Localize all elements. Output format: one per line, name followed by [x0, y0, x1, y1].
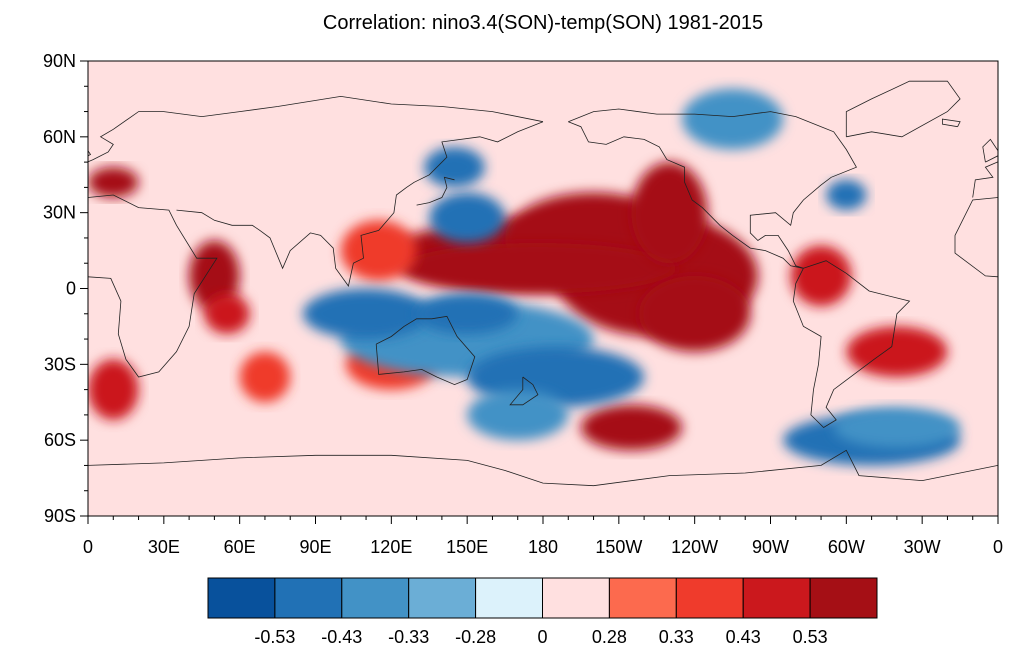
colorbar-swatch [341, 577, 410, 619]
coastline [88, 449, 998, 487]
correlation-region [580, 404, 683, 451]
colorbar-swatch [742, 577, 811, 619]
colorbar-swatch [207, 577, 276, 619]
correlation-region [826, 179, 867, 211]
lon-tick-label: 30W [904, 537, 941, 557]
longitude-axis: 0 30E 60E 90E 120E 150E 180 150W 120W 90W 60W 30W 0 [83, 516, 1003, 557]
lon-tick-label: 120W [671, 537, 718, 557]
colorbar-swatch [542, 577, 610, 619]
correlation-region [88, 359, 139, 420]
coastline [88, 95, 544, 163]
lon-tick-label: 120E [370, 537, 412, 557]
latitude-axis: 90N 60N 30N 0 30S 60S 90S [43, 51, 88, 526]
lon-tick-label: 150W [595, 537, 642, 557]
correlation-region [631, 162, 708, 264]
correlation-region [639, 275, 751, 352]
correlation-regions [88, 88, 961, 466]
correlation-region [429, 192, 506, 244]
lat-tick-label: 60N [43, 127, 76, 147]
lon-tick-label: 180 [528, 537, 558, 557]
coastline [792, 260, 911, 429]
lon-tick-label: 60E [224, 537, 256, 557]
lat-tick-label: 90S [44, 506, 76, 526]
correlation-region [682, 88, 784, 150]
colorbar-swatch [274, 577, 343, 619]
colorbar-label: -0.33 [388, 627, 429, 647]
coastline [375, 315, 476, 386]
correlation-region [424, 146, 485, 188]
map-plot-area [87, 60, 999, 517]
correlation-region [833, 407, 961, 448]
correlation-region [204, 293, 250, 334]
lon-tick-label: 60W [828, 537, 865, 557]
lon-tick-label: 0 [993, 537, 1003, 557]
lon-tick-label: 90W [752, 537, 789, 557]
lat-tick-label: 0 [66, 279, 76, 299]
lat-tick-label: 30N [43, 203, 76, 223]
colorbar-label: -0.28 [455, 627, 496, 647]
correlation-region [398, 243, 677, 294]
colorbar-label: -0.53 [254, 627, 295, 647]
coastline [568, 121, 804, 269]
coastline [509, 376, 539, 406]
lat-tick-label: 30S [44, 354, 76, 374]
colorbar-label: 0.43 [726, 627, 761, 647]
colorbar-swatch [408, 577, 477, 619]
coastline [88, 194, 218, 378]
lon-tick-label: 30E [148, 537, 180, 557]
correlation-region [340, 220, 417, 281]
colorbar-label: 0.53 [793, 627, 828, 647]
lat-tick-label: 60S [44, 430, 76, 450]
colorbar-swatch [809, 577, 878, 619]
coastline [845, 80, 961, 138]
coastline [176, 121, 544, 287]
correlation-region [239, 351, 291, 403]
coastline [942, 118, 961, 128]
coastline [972, 161, 998, 198]
lon-tick-label: 150E [446, 537, 488, 557]
colorbar-swatch [608, 577, 677, 619]
correlation-region [88, 167, 139, 198]
correlation-region [416, 293, 518, 334]
correlation-region [790, 245, 852, 307]
colorbar-label: 0 [537, 627, 547, 647]
coastline [416, 176, 455, 206]
coastlines [88, 80, 998, 487]
correlation-region [302, 288, 430, 340]
coastline [982, 138, 998, 163]
colorbar-swatch [475, 577, 544, 619]
map-title: Correlation: nino3.4(SON)-temp(SON) 1981… [322, 12, 764, 34]
colorbar-label: 0.33 [659, 627, 694, 647]
correlation-region [467, 389, 569, 441]
colorbar-swatch [675, 577, 744, 619]
colorbar-label: 0.28 [592, 627, 627, 647]
colorbar: -0.53 -0.43 -0.33 -0.28 0 0.28 0.33 0.43 0.53 [207, 577, 878, 647]
coastline [568, 108, 857, 269]
lon-tick-label: 0 [83, 537, 93, 557]
correlation-region [846, 326, 948, 377]
lat-tick-label: 90N [43, 51, 76, 71]
colorbar-label: -0.43 [321, 627, 362, 647]
lon-tick-label: 90E [299, 537, 331, 557]
